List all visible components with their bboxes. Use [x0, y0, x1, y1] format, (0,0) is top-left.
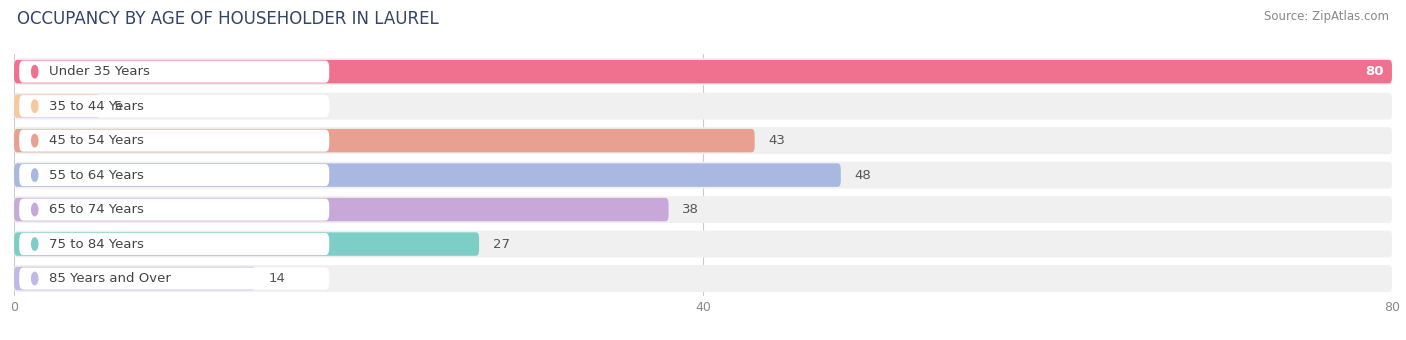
Text: OCCUPANCY BY AGE OF HOUSEHOLDER IN LAUREL: OCCUPANCY BY AGE OF HOUSEHOLDER IN LAURE…: [17, 10, 439, 28]
FancyBboxPatch shape: [14, 93, 1392, 120]
Text: 45 to 54 Years: 45 to 54 Years: [48, 134, 143, 147]
FancyBboxPatch shape: [20, 268, 329, 290]
FancyBboxPatch shape: [20, 95, 329, 117]
FancyBboxPatch shape: [14, 129, 755, 152]
FancyBboxPatch shape: [14, 127, 1392, 154]
Text: 14: 14: [269, 272, 285, 285]
FancyBboxPatch shape: [14, 196, 1392, 223]
FancyBboxPatch shape: [14, 164, 841, 187]
Circle shape: [31, 65, 38, 78]
FancyBboxPatch shape: [20, 199, 329, 221]
FancyBboxPatch shape: [14, 231, 1392, 257]
Text: Under 35 Years: Under 35 Years: [48, 65, 149, 78]
FancyBboxPatch shape: [20, 130, 329, 152]
Text: 38: 38: [682, 203, 699, 216]
Circle shape: [31, 169, 38, 181]
FancyBboxPatch shape: [14, 198, 669, 221]
Text: 65 to 74 Years: 65 to 74 Years: [48, 203, 143, 216]
Text: 80: 80: [1365, 65, 1384, 78]
FancyBboxPatch shape: [14, 232, 479, 256]
Circle shape: [31, 100, 38, 112]
Circle shape: [31, 238, 38, 250]
FancyBboxPatch shape: [20, 233, 329, 255]
Text: 55 to 64 Years: 55 to 64 Years: [48, 169, 143, 182]
FancyBboxPatch shape: [20, 164, 329, 186]
FancyBboxPatch shape: [14, 162, 1392, 189]
FancyBboxPatch shape: [14, 267, 256, 290]
FancyBboxPatch shape: [20, 61, 329, 83]
Text: Source: ZipAtlas.com: Source: ZipAtlas.com: [1264, 10, 1389, 23]
Text: 5: 5: [114, 100, 122, 113]
FancyBboxPatch shape: [14, 265, 1392, 292]
Circle shape: [31, 134, 38, 147]
FancyBboxPatch shape: [14, 60, 1392, 83]
Text: 35 to 44 Years: 35 to 44 Years: [48, 100, 143, 113]
Text: 75 to 84 Years: 75 to 84 Years: [48, 238, 143, 251]
Text: 27: 27: [494, 238, 510, 251]
FancyBboxPatch shape: [14, 58, 1392, 85]
Text: 43: 43: [769, 134, 786, 147]
Circle shape: [31, 203, 38, 216]
Text: 48: 48: [855, 169, 872, 182]
FancyBboxPatch shape: [14, 95, 100, 118]
Text: 85 Years and Over: 85 Years and Over: [48, 272, 170, 285]
Circle shape: [31, 272, 38, 285]
